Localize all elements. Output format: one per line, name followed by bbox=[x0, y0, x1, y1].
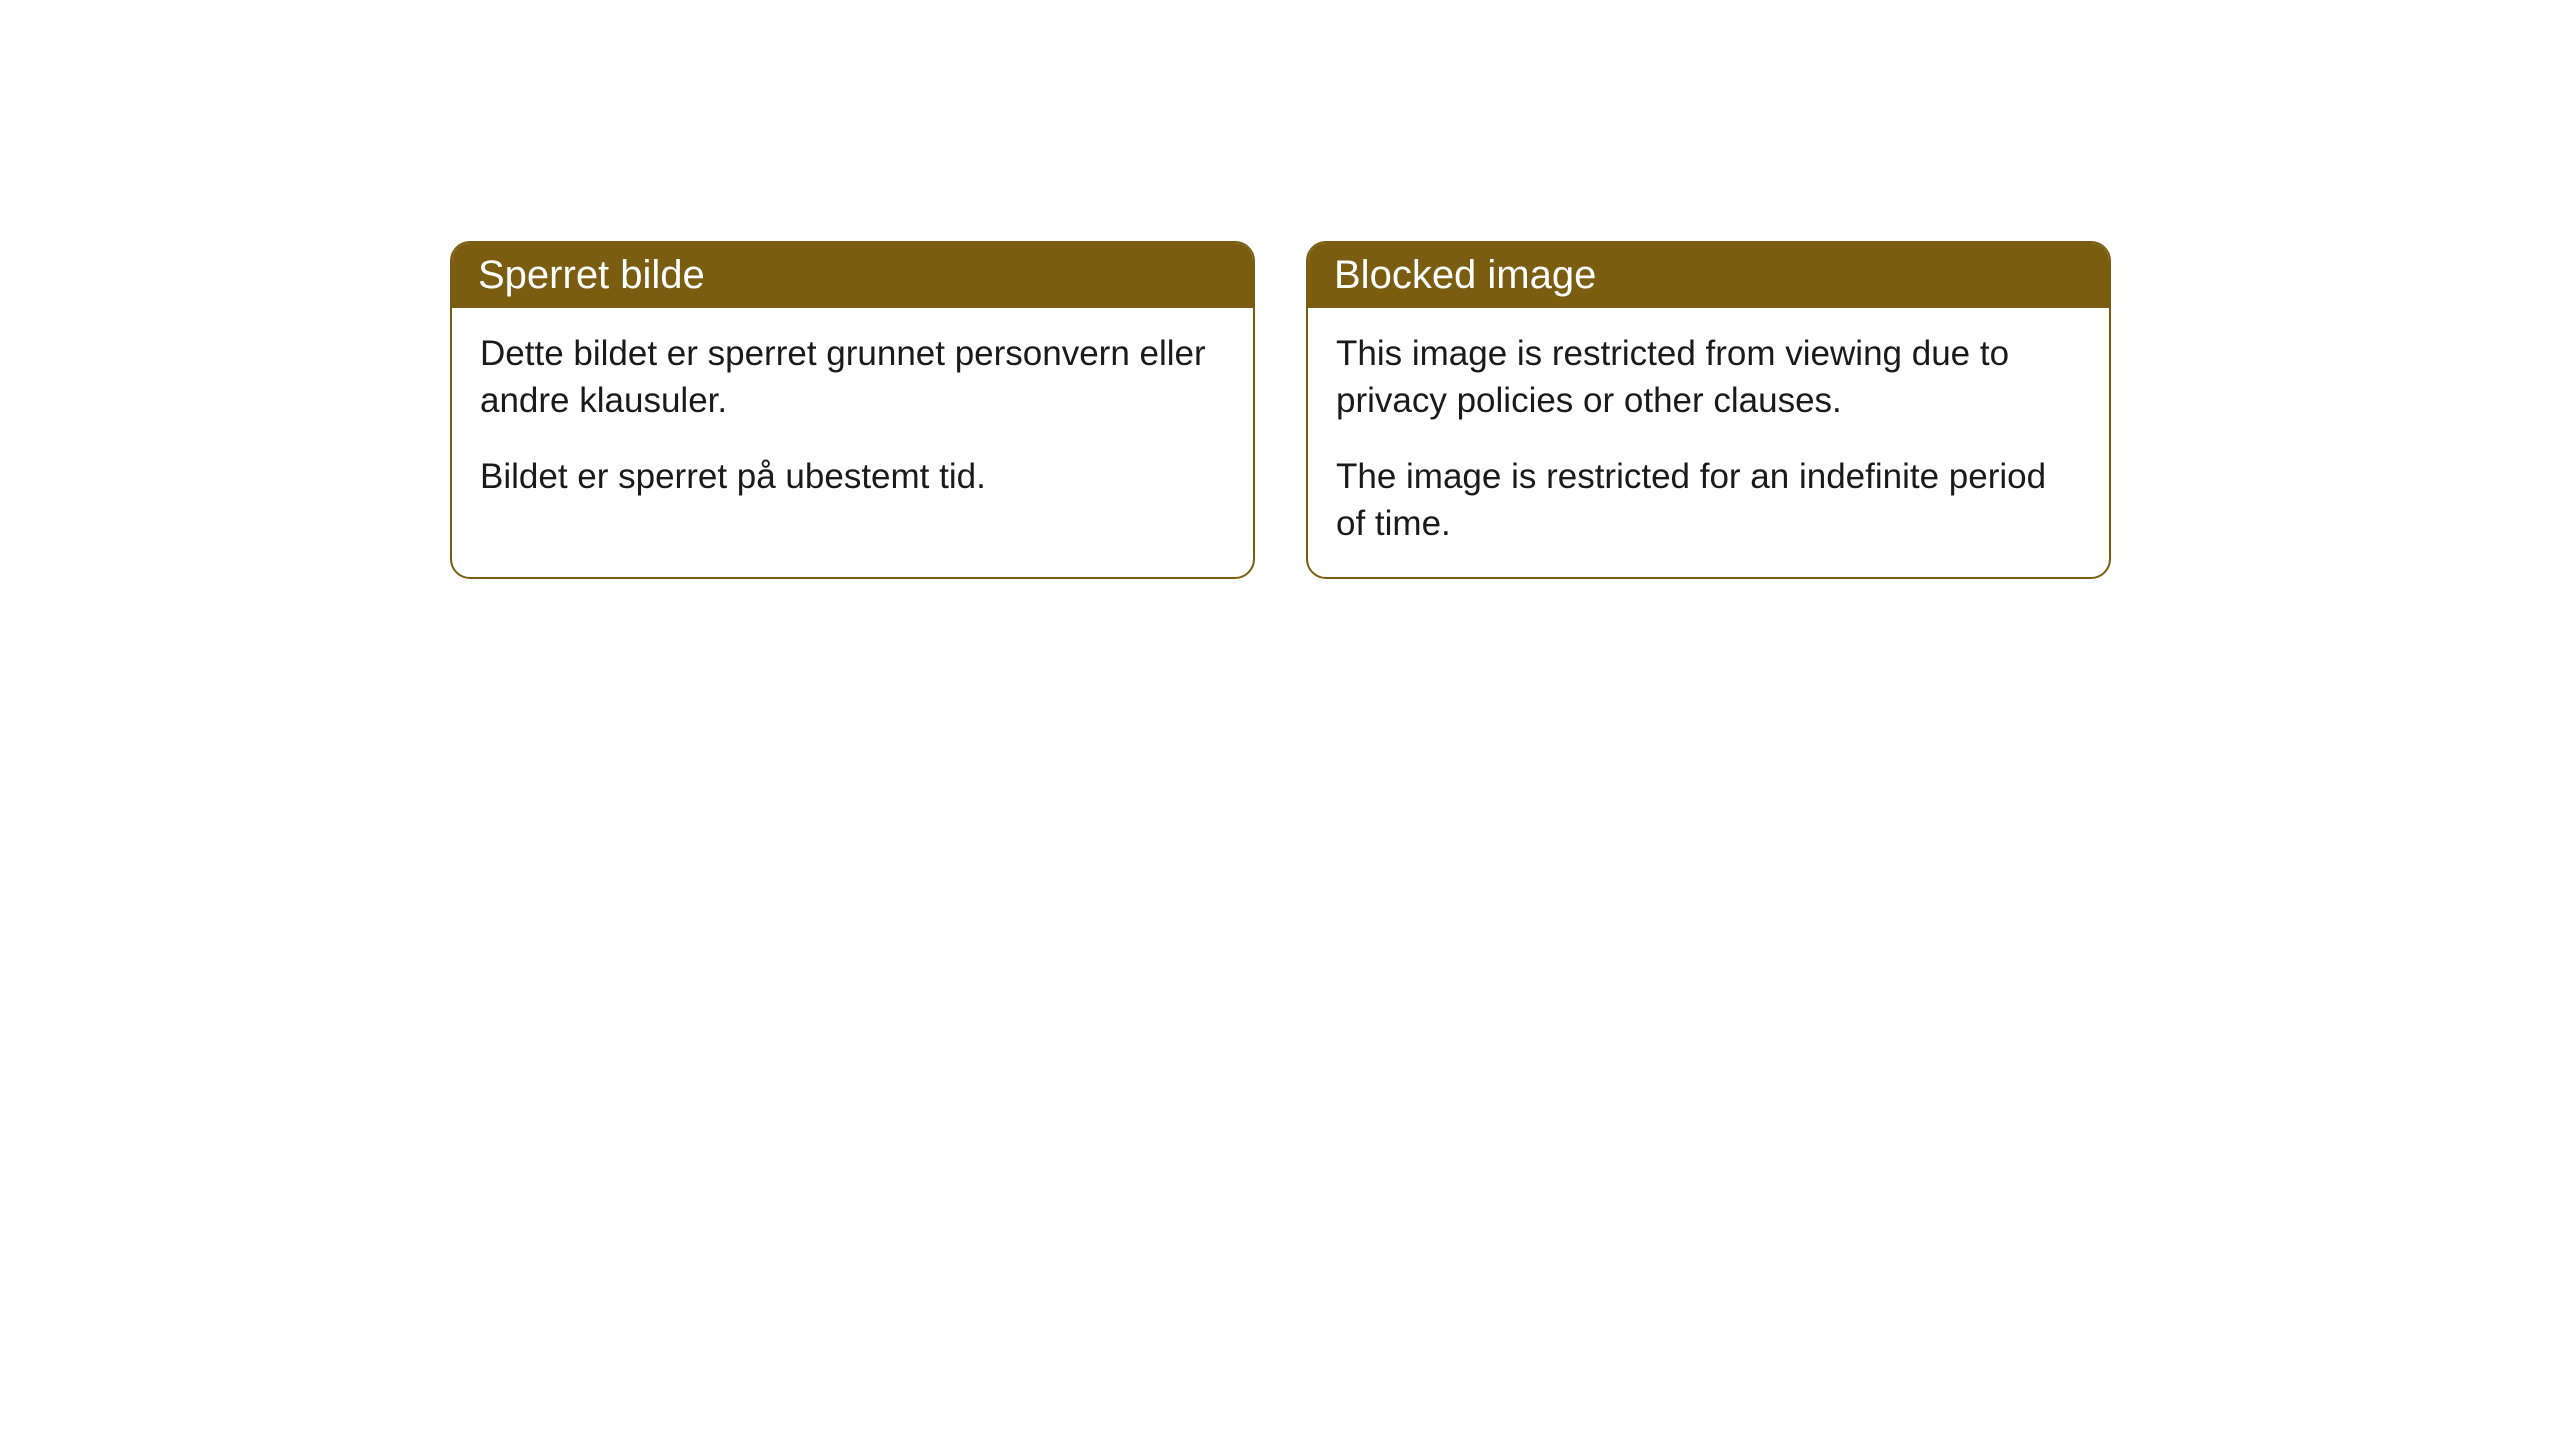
card-title: Sperret bilde bbox=[478, 253, 705, 297]
card-paragraph: Bildet er sperret på ubestemt tid. bbox=[480, 453, 1225, 500]
notice-card-norwegian: Sperret bilde Dette bildet er sperret gr… bbox=[450, 241, 1255, 579]
card-paragraph: The image is restricted for an indefinit… bbox=[1336, 453, 2081, 548]
card-body: Dette bildet er sperret grunnet personve… bbox=[452, 308, 1253, 530]
card-body: This image is restricted from viewing du… bbox=[1308, 308, 2109, 577]
card-header: Blocked image bbox=[1308, 243, 2109, 308]
card-header: Sperret bilde bbox=[452, 243, 1253, 308]
notice-card-container: Sperret bilde Dette bildet er sperret gr… bbox=[450, 241, 2111, 579]
card-paragraph: This image is restricted from viewing du… bbox=[1336, 330, 2081, 425]
card-paragraph: Dette bildet er sperret grunnet personve… bbox=[480, 330, 1225, 425]
card-title: Blocked image bbox=[1334, 253, 1596, 297]
notice-card-english: Blocked image This image is restricted f… bbox=[1306, 241, 2111, 579]
